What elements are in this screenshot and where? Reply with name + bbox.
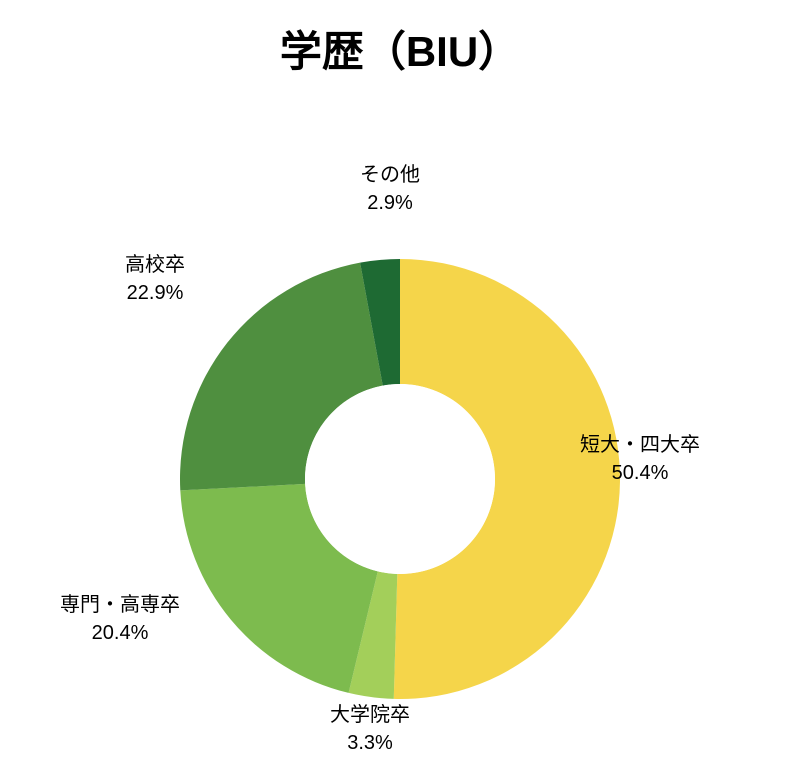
slice-name-0: 短大・四大卒 xyxy=(580,434,700,456)
slice-label-4: その他 2.9% xyxy=(360,161,420,217)
donut-chart-container: 短大・四大卒 50.4% 大学院卒 3.3% 専門・高専卒 20.4% 高校卒 … xyxy=(0,79,800,779)
donut-hole xyxy=(305,384,495,574)
slice-pct-3: 22.9% xyxy=(127,282,184,304)
slice-label-1: 大学院卒 3.3% xyxy=(330,701,410,757)
slice-pct-2: 20.4% xyxy=(92,622,149,644)
slice-name-1: 大学院卒 xyxy=(330,704,410,726)
slice-pct-4: 2.9% xyxy=(367,192,413,214)
slice-pct-1: 3.3% xyxy=(347,732,393,754)
slice-name-4: その他 xyxy=(360,164,420,186)
slice-pct-0: 50.4% xyxy=(612,462,669,484)
slice-label-2: 専門・高専卒 20.4% xyxy=(60,591,180,647)
slice-name-3: 高校卒 xyxy=(125,254,185,276)
slice-label-3: 高校卒 22.9% xyxy=(125,251,185,307)
slice-label-0: 短大・四大卒 50.4% xyxy=(580,431,700,487)
chart-title: 学歴（BIU） xyxy=(0,0,800,79)
slice-name-2: 専門・高専卒 xyxy=(60,594,180,616)
